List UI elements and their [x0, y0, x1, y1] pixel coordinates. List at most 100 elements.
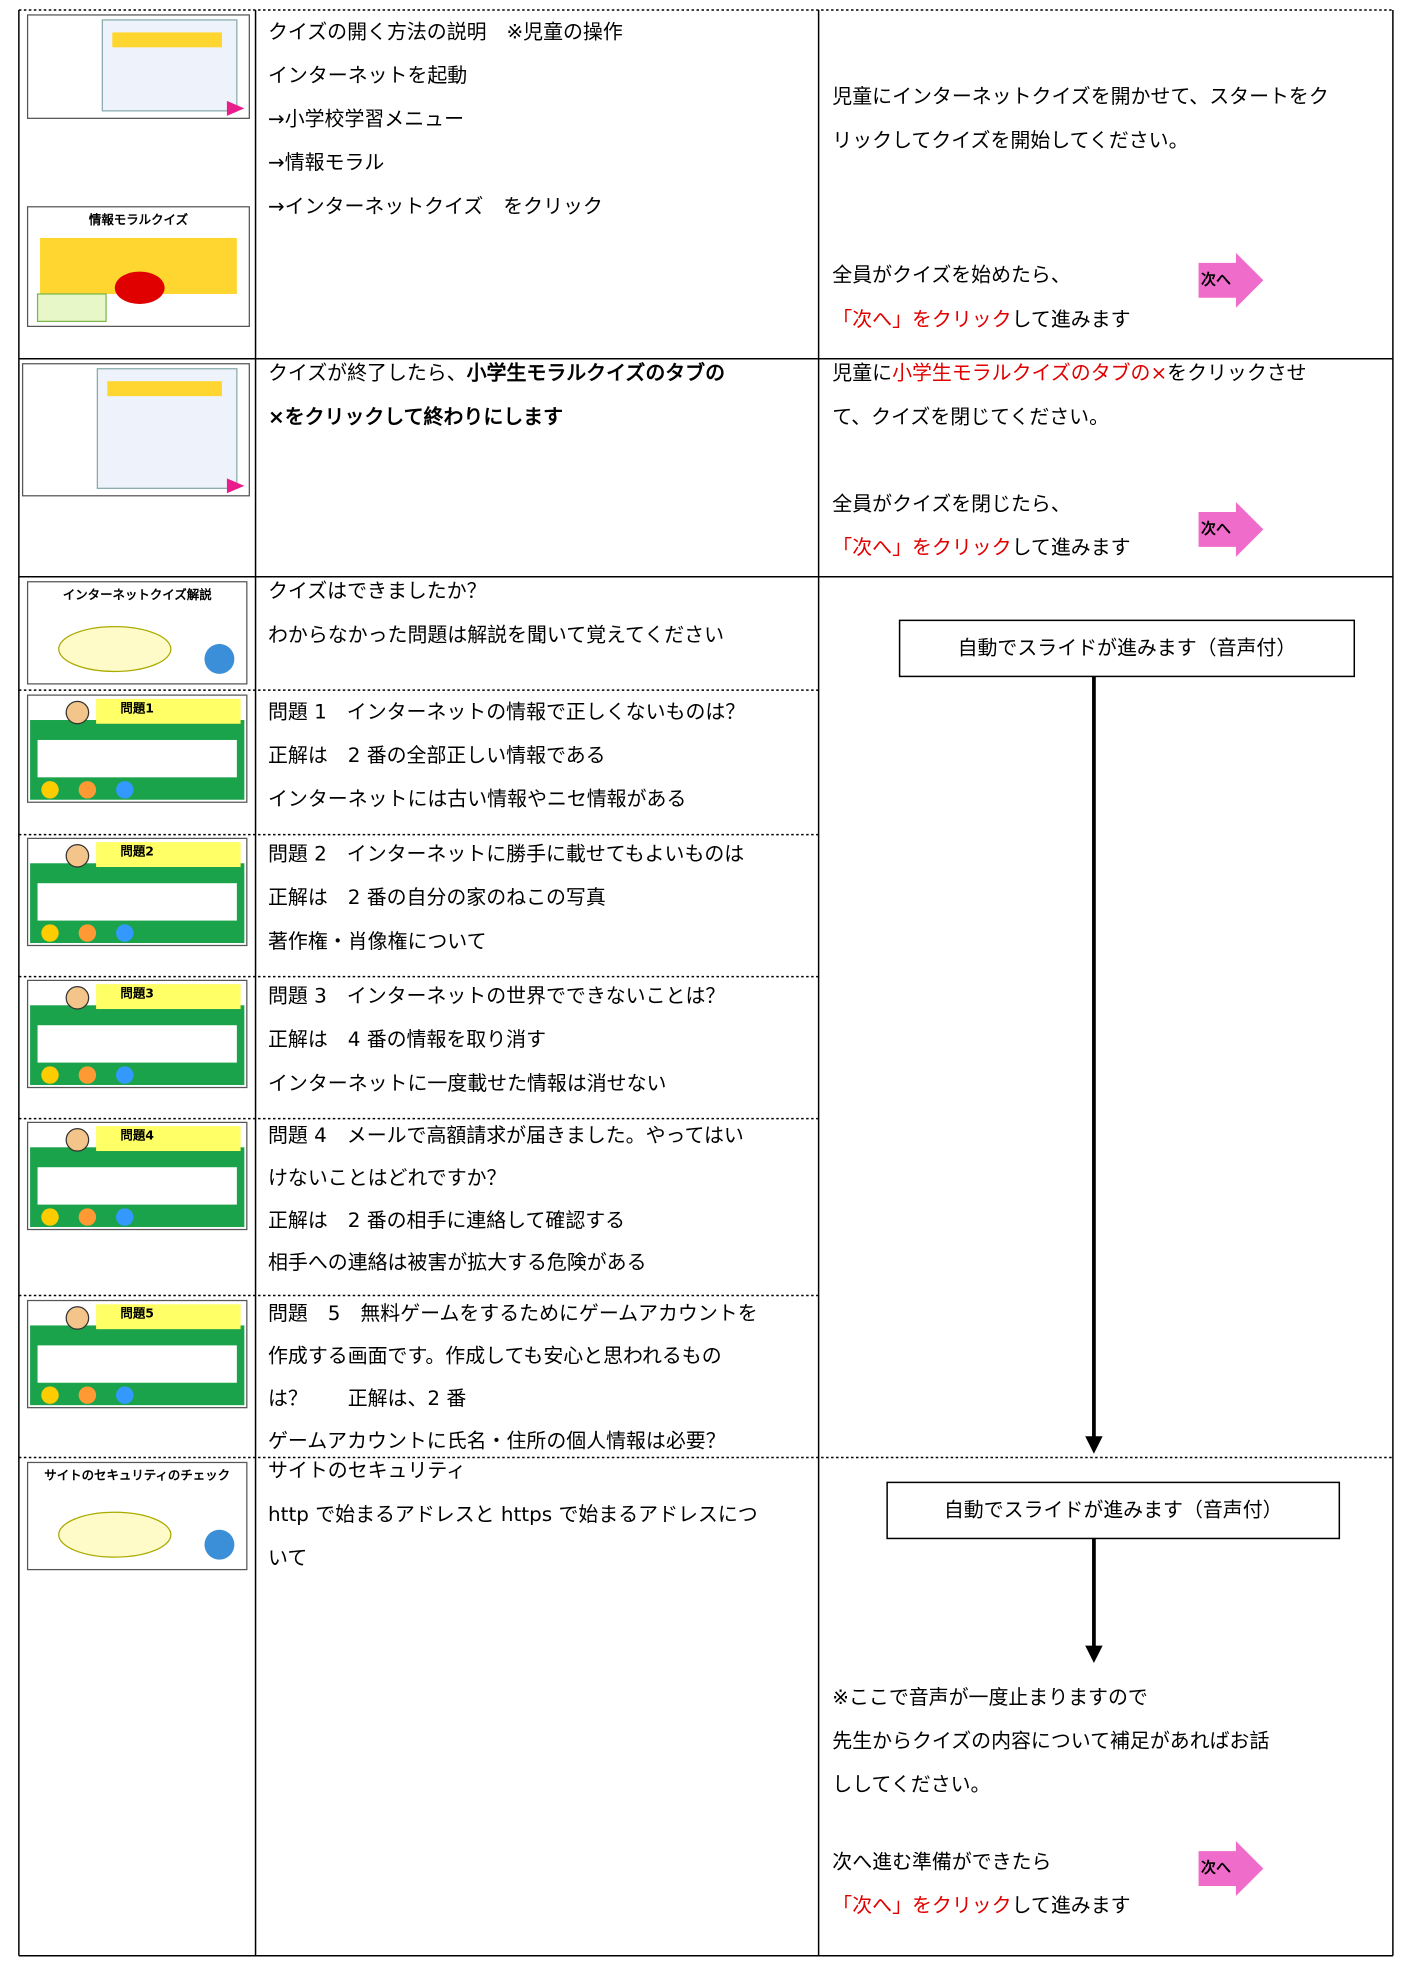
text-segment: 作成する画面です。作成しても安心と思われるもの — [268, 1344, 722, 1367]
text-line: 次へ進む準備ができたら — [832, 1850, 1051, 1873]
thumbnail-start — [114, 271, 165, 304]
slide-thumbnail — [21, 363, 250, 497]
next-button: 次へ — [1198, 1841, 1264, 1896]
thumbnail-callout — [96, 1126, 241, 1152]
thumbnail-panel — [37, 1025, 237, 1063]
thumbnail-choice — [116, 1208, 134, 1226]
text-segment: して進みます — [1012, 308, 1131, 331]
text-line: 作成する画面です。作成しても安心と思われるもの — [268, 1344, 722, 1367]
thumbnail-panel — [37, 883, 237, 921]
text-segment: して進みます — [1012, 1893, 1131, 1916]
text-line: 正解は 2 番の自分の家のねこの写真 — [268, 886, 606, 909]
next-label: 次へ — [1201, 1859, 1231, 1877]
thumbnail-callout — [96, 842, 241, 868]
text-segment: いて — [268, 1546, 307, 1569]
thumbnail-choice — [78, 781, 97, 799]
thumbnail-choice — [78, 1386, 97, 1404]
next-label: 次へ — [1201, 270, 1231, 288]
slide-thumbnail: インターネットクイズ解説 — [26, 581, 248, 685]
thumbnail-choice — [41, 1208, 59, 1226]
thumbnail-choice — [78, 1208, 97, 1226]
text-segment: サイトのセキュリティ — [268, 1459, 466, 1482]
text-segment: ししてください。 — [832, 1773, 990, 1796]
text-line: 「次へ」をクリックして進みます — [832, 308, 1130, 331]
text-line: 問題 3 インターネットの世界でできないことは？ — [268, 984, 725, 1007]
text-segment: クイズはできましたか？ — [268, 579, 487, 602]
slide-thumbnail: 問題1 — [26, 694, 248, 803]
slide-thumbnail: 問題3 — [26, 979, 248, 1089]
slide-thumbnail: 問題2 — [26, 837, 248, 947]
next-arrow — [1198, 502, 1264, 557]
thumbnail-callout — [96, 1304, 241, 1330]
text-segment: ※ここで音声が一度止まりますので — [832, 1685, 1148, 1708]
next-button: 次へ — [1198, 502, 1264, 557]
text-segment: 著作権・肖像権について — [268, 929, 487, 952]
auto-box-label: 自動でスライドが進みます（音声付） — [958, 637, 1297, 660]
thumbnail-choice — [78, 924, 97, 942]
text-line: 「次へ」をクリックして進みます — [832, 1893, 1130, 1916]
text-line: ※ここで音声が一度止まりますので — [832, 1685, 1148, 1708]
text-segment: て、クイズを閉じてください。 — [832, 405, 1109, 428]
slide-thumbnail: 問題5 — [26, 1299, 248, 1409]
thumbnail-panel — [37, 1345, 237, 1383]
text-line: ししてください。 — [832, 1773, 990, 1796]
auto-box — [886, 1481, 1341, 1540]
text-line: 問題 4 メールで高額請求が届きました。やってはい — [268, 1124, 744, 1147]
text-line: 著作権・肖像権について — [268, 929, 487, 952]
slide-thumbnail: サイトのセキュリティのチェック — [26, 1461, 248, 1571]
text-line: 正解は 2 番の全部正しい情報である — [268, 744, 606, 767]
text-segment: 問題 1 インターネットの情報で正しくないものは？ — [268, 700, 745, 723]
auto-box-label: 自動でスライドが進みます（音声付） — [944, 1499, 1283, 1522]
thumbnail-panel — [37, 1167, 237, 1205]
text-line: 「次へ」をクリックして進みます — [832, 536, 1130, 559]
text-line: 正解は 2 番の相手に連絡して確認する — [268, 1208, 625, 1231]
text-segment: http で始まるアドレスと https で始まるアドレスにつ — [268, 1502, 758, 1525]
text-segment: 先生からクイズの内容について補足があればお話 — [832, 1729, 1269, 1752]
text-segment: 正解は 4 番の情報を取り消す — [268, 1028, 546, 1051]
thumbnail-bubble — [58, 1511, 172, 1558]
text-segment: 児童にインターネットクイズを開かせて、スタートをク — [832, 85, 1328, 108]
slide-thumbnail: 問題4 — [26, 1121, 248, 1231]
text-segment: 小学生モラルクイズのタブの — [467, 360, 725, 384]
text-segment: わからなかった問題は解説を聞いて覚えてください — [268, 623, 724, 646]
text-segment: 問題 5 無料ゲームをするためにゲームアカウントを — [268, 1302, 758, 1325]
text-segment: クイズが終了したら、 — [268, 361, 467, 384]
text-segment: リックしてクイズを開始してください。 — [832, 128, 1188, 151]
text-line: 児童にインターネットクイズを開かせて、スタートをク — [832, 85, 1328, 108]
text-line: 全員がクイズを閉じたら、 — [832, 492, 1070, 515]
text-line: て、クイズを閉じてください。 — [832, 405, 1109, 428]
text-segment: クイズの開く方法の説明 ※児童の操作 — [268, 20, 623, 43]
text-line: ゲームアカウントに氏名・住所の個人情報は必要？ — [268, 1429, 726, 1452]
text-line: http で始まるアドレスと https で始まるアドレスにつ — [268, 1502, 758, 1525]
thumbnail-title: 問題3 — [120, 986, 154, 1001]
text-line: リックしてクイズを開始してください。 — [832, 128, 1188, 151]
text-segment: ゲームアカウントに氏名・住所の個人情報は必要？ — [268, 1429, 726, 1452]
thumbnail-choice — [116, 924, 134, 942]
thumbnail-face — [65, 700, 90, 725]
thumbnail-panel — [37, 739, 237, 778]
text-segment: インターネットには古い情報やニセ情報がある — [268, 787, 686, 810]
text-segment: 小学生モラルクイズのタブの× — [892, 360, 1167, 384]
thumbnail-choice — [41, 1386, 59, 1404]
thumbnail-title: 問題2 — [120, 844, 154, 859]
text-segment: 全員がクイズを閉じたら、 — [832, 492, 1070, 515]
text-line: 問題 5 無料ゲームをするためにゲームアカウントを — [268, 1302, 758, 1325]
thumbnail-face — [65, 1127, 90, 1152]
text-segment: 正解は 2 番の全部正しい情報である — [268, 744, 606, 767]
next-button: 次へ — [1198, 252, 1264, 308]
thumbnail-title: 問題1 — [120, 700, 154, 715]
text-line: サイトのセキュリティ — [268, 1459, 466, 1482]
thumbnail-title: 問題4 — [120, 1128, 154, 1143]
text-segment: 正解は 2 番の相手に連絡して確認する — [268, 1208, 625, 1231]
text-line: インターネットを起動 — [268, 63, 467, 86]
text-segment: をクリックさせ — [1167, 361, 1306, 384]
text-line: 相手への連絡は被害が拡大する危険がある — [268, 1251, 647, 1274]
thumbnail-face — [65, 1306, 90, 1330]
text-line: クイズが終了したら、小学生モラルクイズのタブの — [268, 360, 725, 384]
text-line: インターネットに一度載せた情報は消せない — [268, 1071, 666, 1094]
thumbnail-globe — [204, 1529, 235, 1560]
thumbnail-choice — [116, 1066, 134, 1084]
thumbnail-title: サイトのセキュリティのチェック — [44, 1468, 230, 1483]
